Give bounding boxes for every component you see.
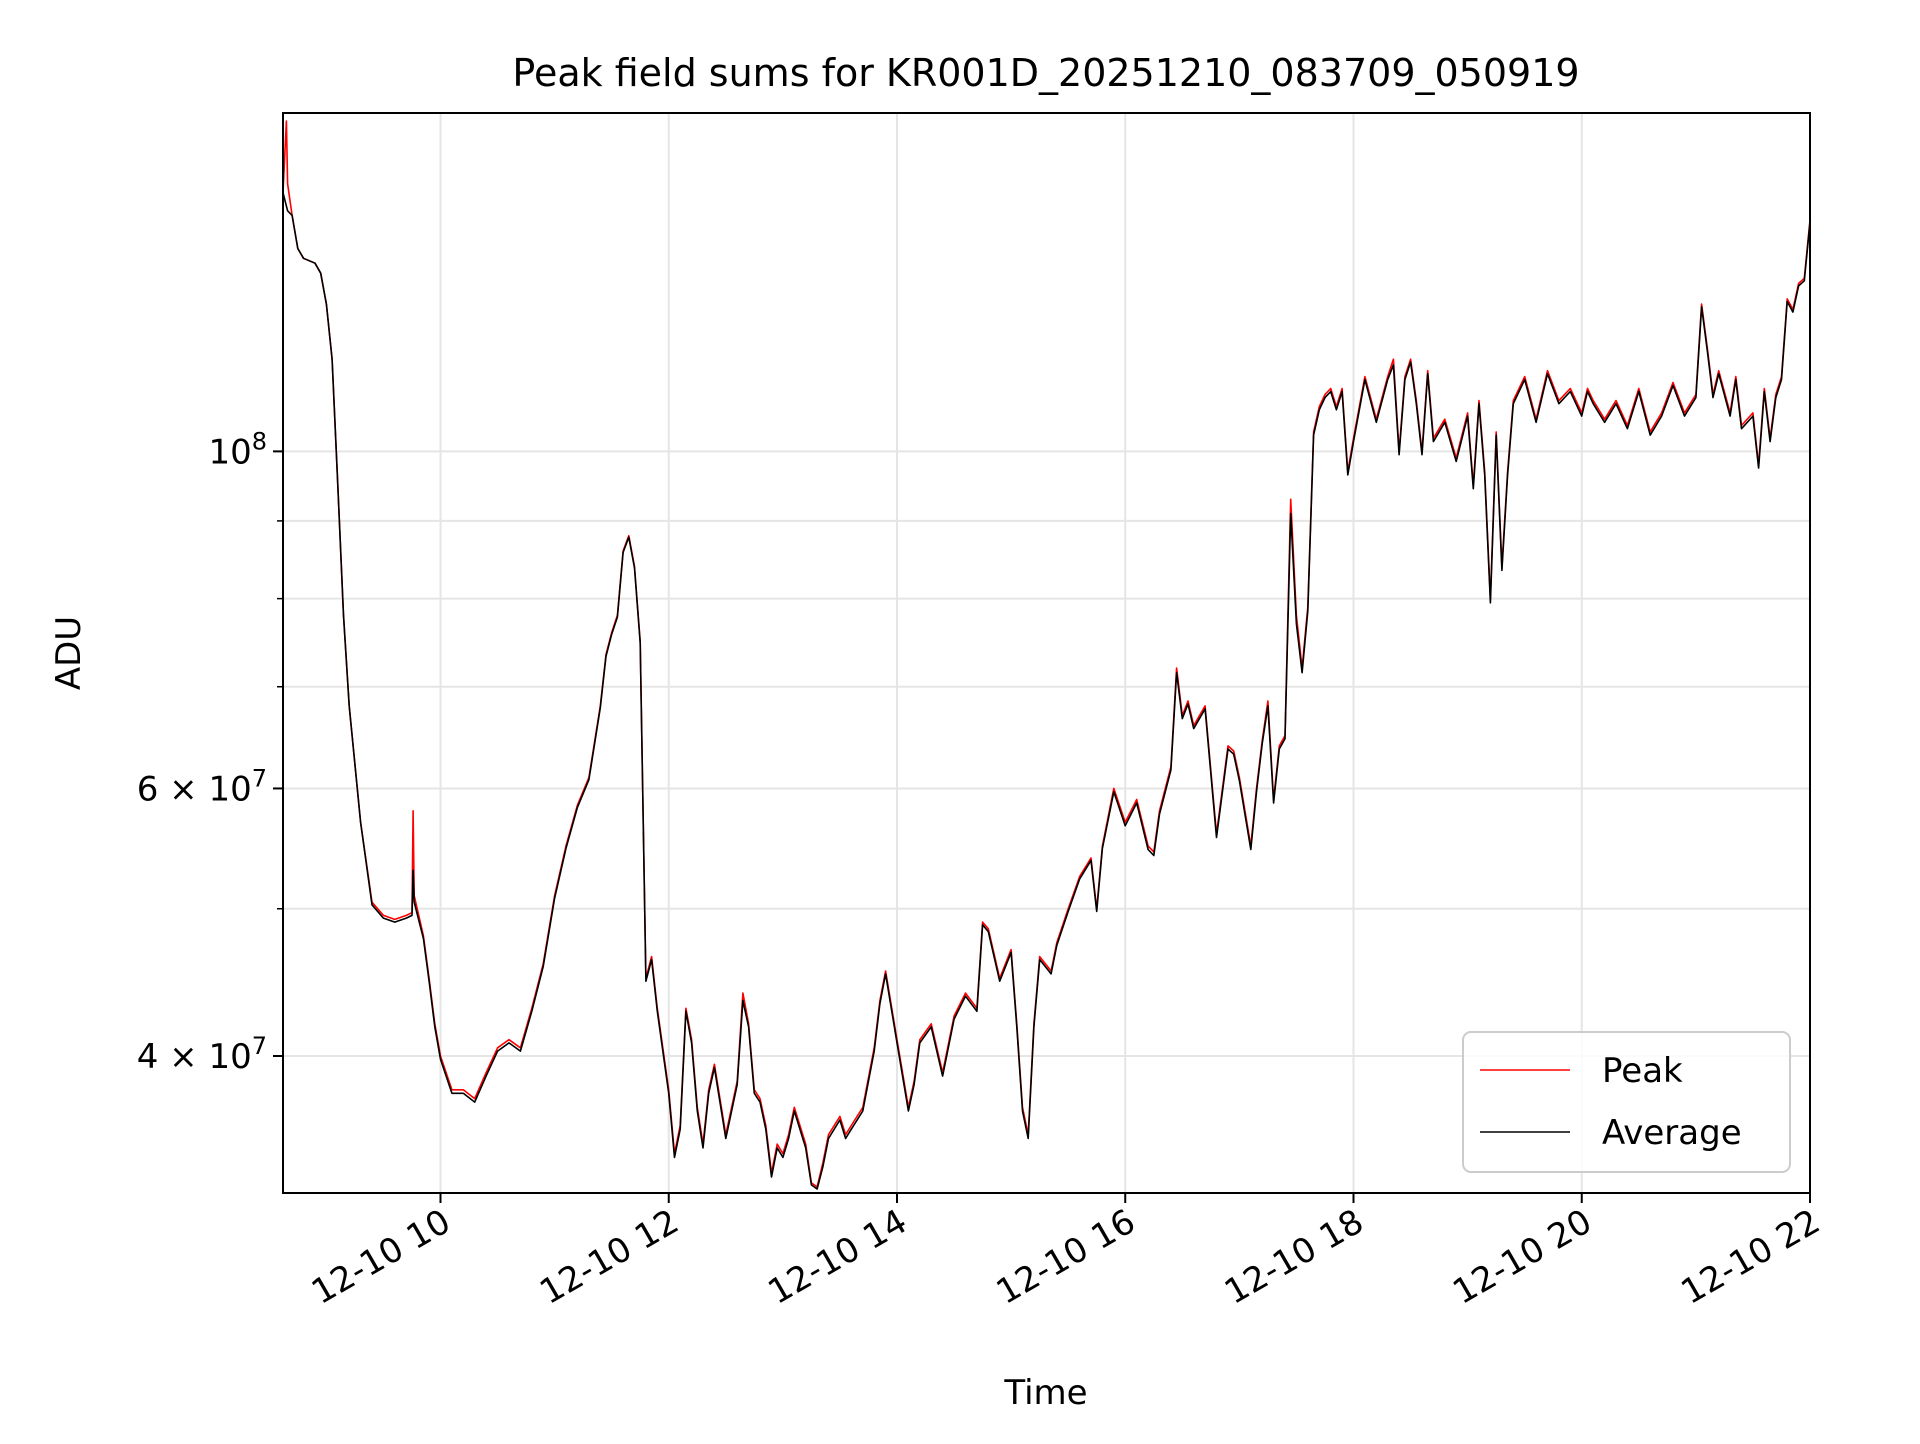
series-lines: [282, 120, 1811, 1190]
x-tick-label: 12-10 12: [533, 1202, 685, 1313]
series-line-average: [282, 192, 1811, 1190]
legend: Peak Average: [1462, 1031, 1791, 1173]
plot-frame: [282, 112, 1811, 1194]
x-tick-label: 12-10 14: [762, 1202, 914, 1313]
x-tick-label: 12-10 22: [1675, 1202, 1827, 1313]
legend-box: [1462, 1031, 1791, 1173]
grid: [283, 113, 1811, 1193]
y-axis-label: ADU: [49, 616, 89, 690]
chart-title: Peak field sums for KR001D_20251210_0837…: [512, 51, 1579, 95]
axis-ticks: 12-10 10 12-10 12 12-10 14 12-10 16 12-10 18…: [137, 427, 1827, 1312]
y-tick-label: 4 × 107: [137, 1032, 267, 1077]
x-tick-label: 12-10 18: [1218, 1202, 1370, 1313]
legend-average-label: Average: [1602, 1113, 1742, 1153]
x-tick-label: 12-10 16: [990, 1202, 1142, 1313]
x-tick-label: 12-10 10: [305, 1202, 457, 1313]
x-axis-label: Time: [1003, 1373, 1087, 1413]
y-tick-label: 6 × 107: [137, 764, 267, 809]
x-tick-label: 12-10 20: [1446, 1202, 1598, 1313]
y-tick-label: 108: [208, 427, 267, 472]
legend-peak-label: Peak: [1602, 1051, 1683, 1091]
